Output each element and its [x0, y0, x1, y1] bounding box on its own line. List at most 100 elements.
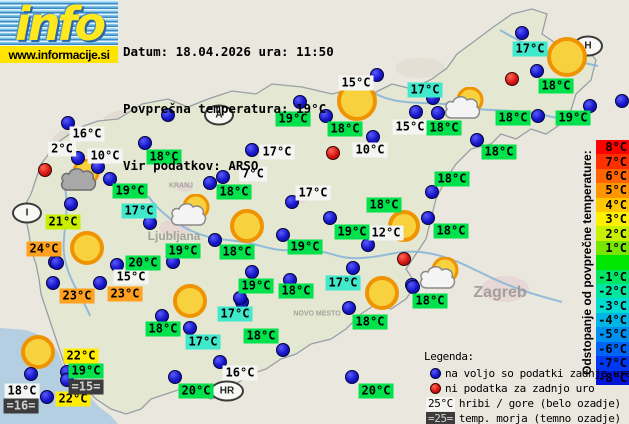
temp-label: 18°C [434, 171, 470, 187]
station-dot-red [38, 163, 52, 177]
scale-band-label: 4°C [605, 197, 627, 212]
temp-label: 18°C [278, 283, 314, 299]
temp-label: 18°C [412, 293, 448, 309]
scale-band: -3°C [596, 298, 629, 313]
road-sign: I [12, 202, 42, 224]
station-dot-blue [93, 276, 107, 290]
temp-label: 19°C [555, 110, 591, 126]
temp-label: 18°C [219, 244, 255, 260]
station-dot-blue [530, 64, 544, 78]
station-dot-blue [293, 95, 307, 109]
city-label: KRANJ [168, 182, 194, 190]
sun-icon [21, 335, 55, 369]
temp-label: 17°C [121, 203, 157, 219]
temp-label: 19°C [334, 224, 370, 240]
station-dot-blue [245, 265, 259, 279]
temp-label: 12°C [368, 225, 404, 241]
sun-icon [365, 276, 399, 310]
city-label: Zagreb [473, 284, 527, 301]
header-source-line: Vir podatkov: ARSO [123, 158, 259, 173]
scale-band: -2°C [596, 284, 629, 299]
legend-item-mountains: 25°C hribi / gore (belo ozadje) [424, 396, 629, 411]
temp-label: 17°C [407, 82, 443, 98]
deviation-scale: 8°C 7°C 6°C 5°C 4°C 3°C 2°C 1°C -1°C -2°C -3°C -4°C… [596, 140, 629, 385]
station-dot-blue [421, 211, 435, 225]
road-sign: HR [210, 380, 244, 402]
scale-band: 2°C [596, 226, 629, 241]
legend-item-label: temp. morja (temno ozadje) [458, 412, 621, 424]
scale-band-label: -2°C [598, 284, 627, 299]
temp-label: 15°C [338, 75, 374, 91]
temp-label: 18°C [538, 78, 574, 94]
scale-band-label: -5°C [598, 327, 627, 342]
temp-label: 18°C [243, 328, 279, 344]
scale-band-label: 1°C [605, 241, 627, 256]
station-dot-blue [40, 390, 54, 404]
city-label: NOVO MESTO [293, 310, 341, 318]
red-dot-icon [430, 383, 441, 394]
city-label: Ljubljana [147, 229, 201, 243]
temp-label: =15= [68, 379, 104, 395]
station-dot-blue [470, 133, 484, 147]
scale-band: 3°C [596, 212, 629, 227]
sun-icon [547, 37, 587, 77]
scale-band: 6°C [596, 168, 629, 184]
station-dot-blue [346, 261, 360, 275]
scale-band-label: -3°C [598, 298, 627, 313]
temp-label: 19°C [238, 278, 274, 294]
temp-label: 18°C [216, 184, 252, 200]
scale-band: -1°C [596, 269, 629, 285]
scale-band: 7°C [596, 154, 629, 169]
scale-band: -7°C [596, 356, 629, 371]
sun-icon [70, 231, 104, 265]
road-sign: A [204, 104, 234, 126]
station-dot-blue [208, 233, 222, 247]
temp-label: 18°C [366, 197, 402, 213]
station-dot-blue [323, 211, 337, 225]
scale-title: Odstopanje od povprečne temperature: [580, 150, 594, 375]
legend-item-label: hribi / gore (belo ozadje) [458, 397, 621, 410]
station-dot-blue [46, 276, 60, 290]
station-dot-blue [103, 172, 117, 186]
station-dot-red [505, 72, 519, 86]
temp-label: 17°C [325, 275, 361, 291]
station-dot-blue [168, 370, 182, 384]
logo: info www.informacije.si [0, 0, 118, 63]
station-dot-blue [615, 94, 629, 108]
map-header: Datum: 18.04.2026 ura: 11:50 Povprečna t… [123, 4, 334, 213]
legend-item-no-data: ni podatka za zadnjo uro [424, 381, 629, 396]
temp-label: 18°C [327, 121, 363, 137]
station-dot-blue [370, 68, 384, 82]
legend-item-label: ni podatka za zadnjo uro [445, 382, 595, 395]
temp-label: 10°C [352, 142, 388, 158]
sun-icon [230, 209, 264, 243]
temp-label: 18°C [495, 110, 531, 126]
sun-cloud-icon [418, 256, 464, 291]
station-dot-blue [285, 195, 299, 209]
scale-band: 1°C [596, 240, 629, 256]
sun-cloud-icon [169, 193, 215, 228]
scale-band: 8°C [596, 140, 629, 155]
logo-link[interactable]: www.informacije.si [0, 46, 118, 63]
station-dot-blue [531, 109, 545, 123]
temp-label: 23°C [107, 286, 143, 302]
temp-label: 17°C [185, 334, 221, 350]
temp-label: 20°C [358, 383, 394, 399]
station-dot-blue [406, 280, 420, 294]
dark-chip-icon: =25= [426, 411, 455, 424]
station-dot-blue [138, 136, 152, 150]
temp-label: 19°C [275, 111, 311, 127]
station-dot-blue [276, 343, 290, 357]
temp-label: 24°C [26, 241, 62, 257]
temp-label: 19°C [165, 243, 201, 259]
temp-label: 16°C [222, 365, 258, 381]
scale-band-label: 3°C [605, 212, 627, 227]
legend-item-label: na voljo so podatki zadnje ure [445, 367, 629, 380]
scale-band-label: 8°C [605, 140, 627, 155]
station-dot-blue [425, 185, 439, 199]
scale-band-label: -8°C [598, 370, 627, 385]
station-dot-blue [64, 197, 78, 211]
station-dot-blue [319, 109, 333, 123]
station-dot-red [397, 252, 411, 266]
station-dot-blue [161, 108, 175, 122]
